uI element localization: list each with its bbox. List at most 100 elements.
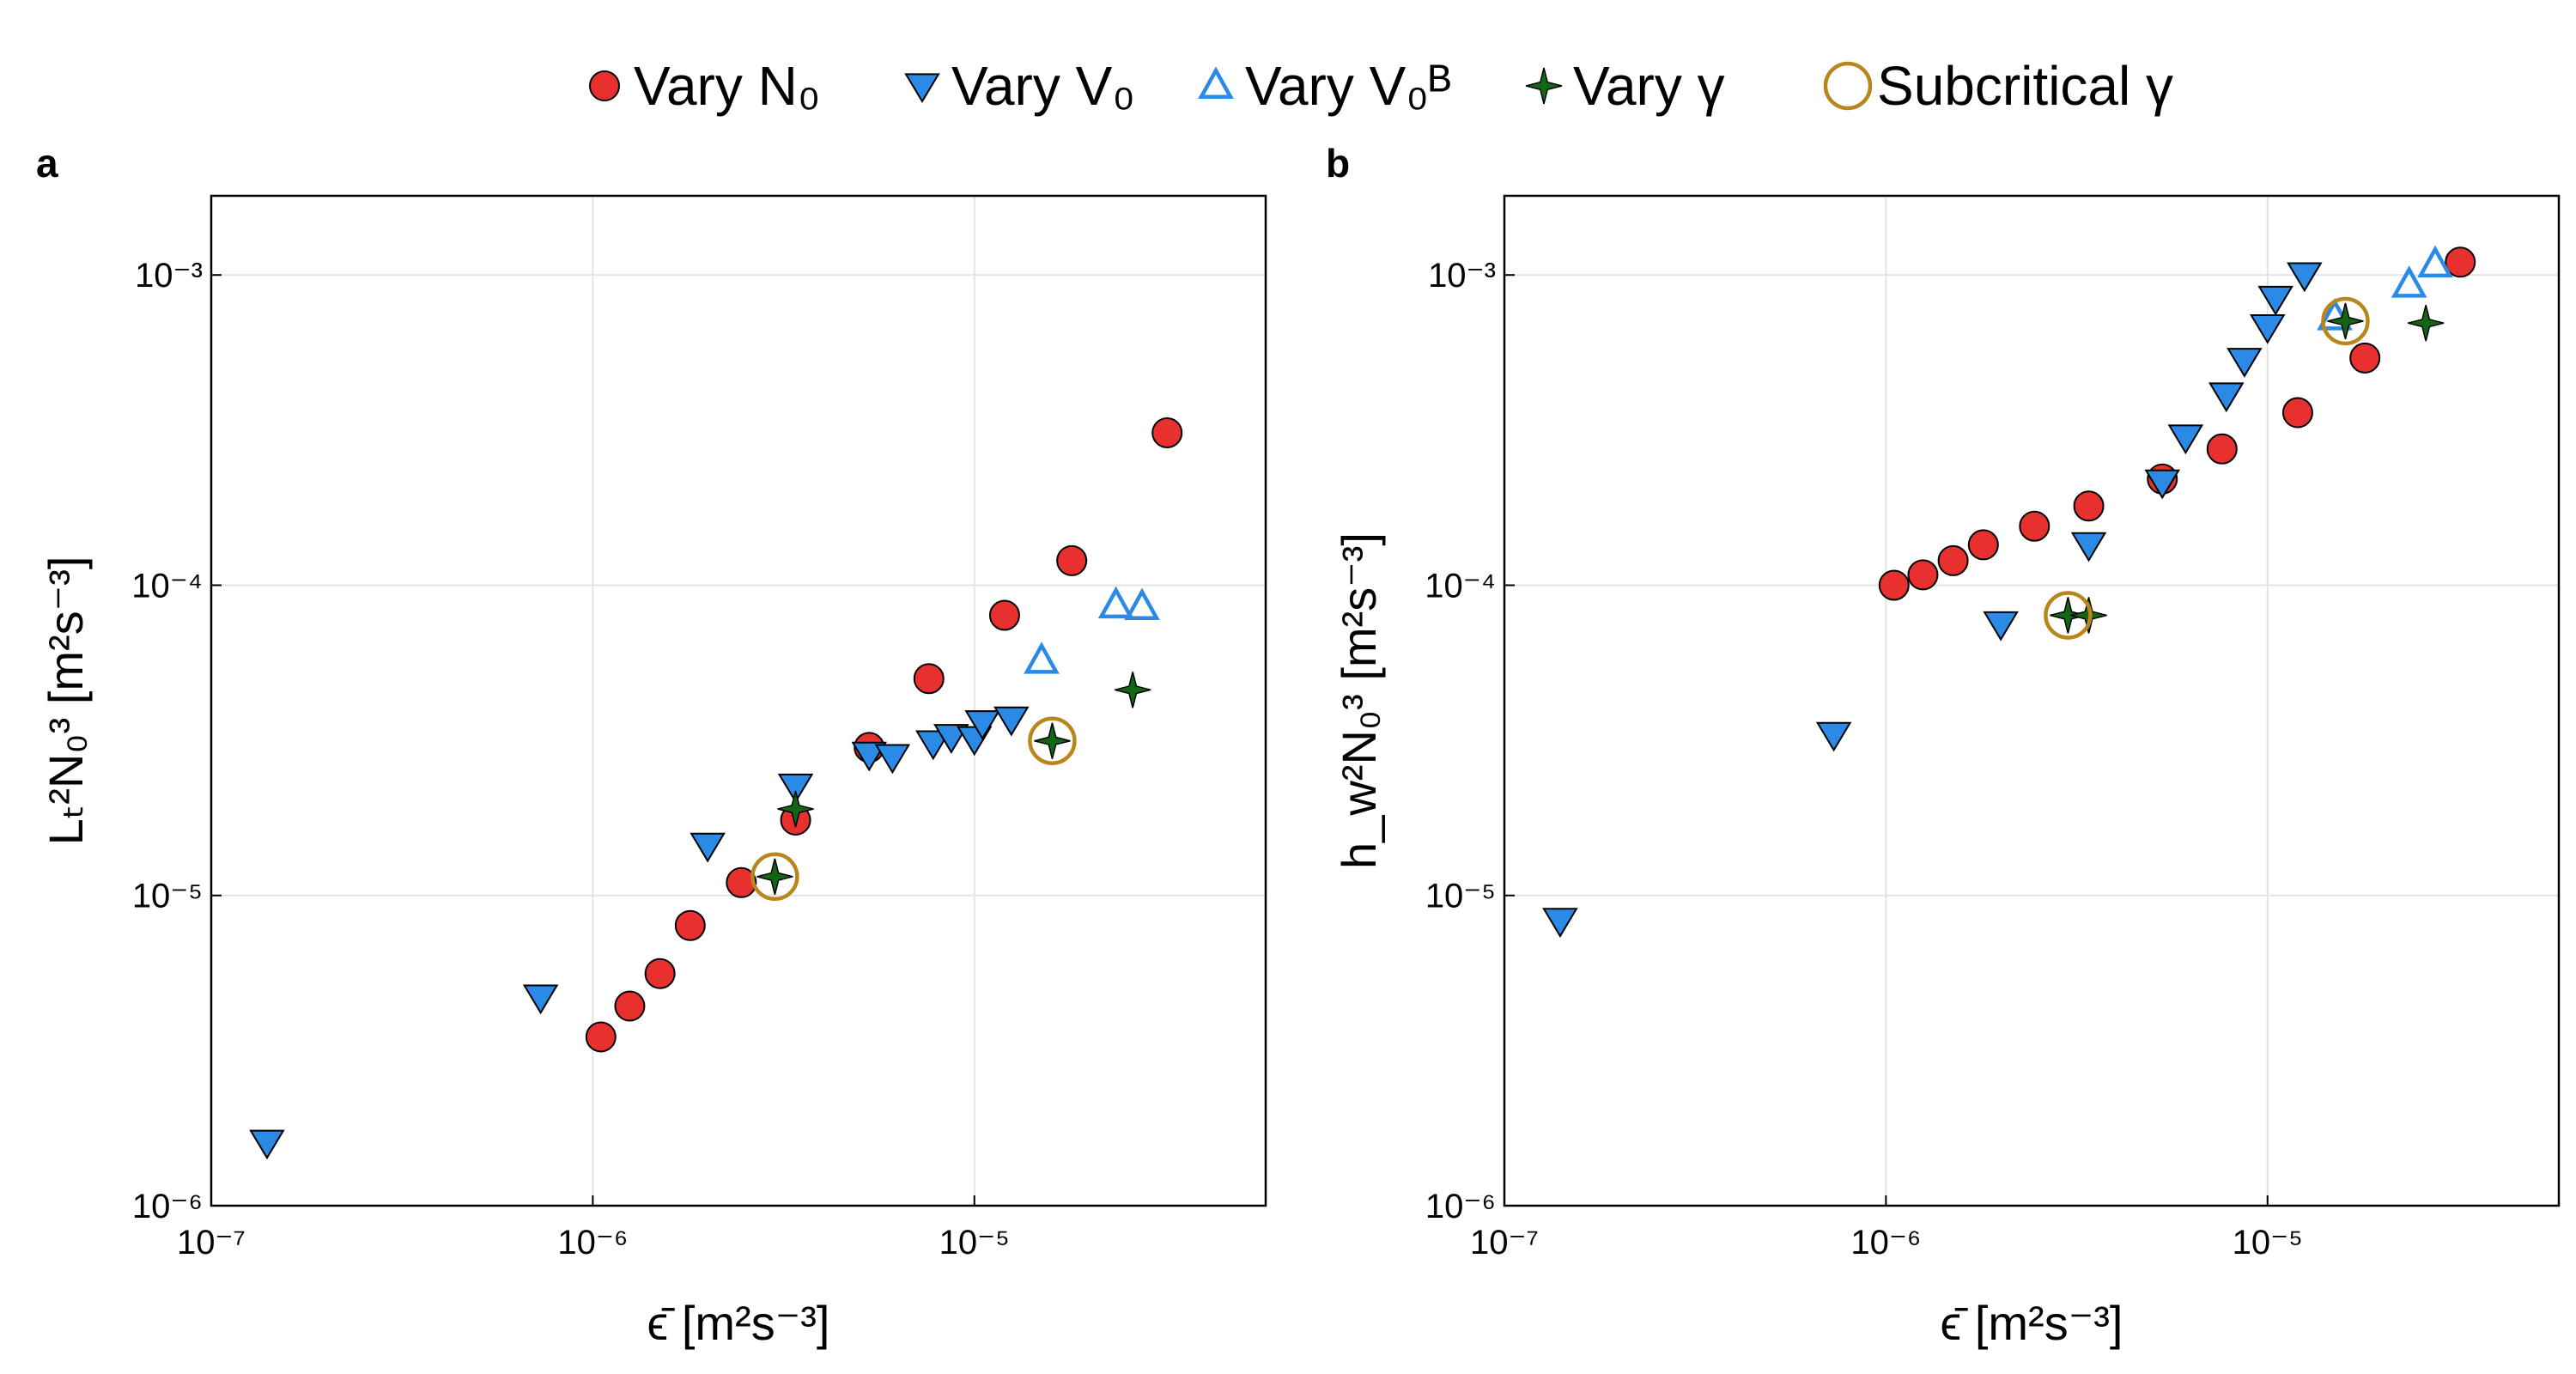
legend-label-vary-V0B: Vary V₀ᴮ bbox=[1245, 55, 1451, 117]
panel-a-y-tick-label: 10⁻⁶ bbox=[132, 1188, 203, 1225]
panel-a-point-vary-V0 bbox=[964, 710, 1000, 740]
panel-b-point-vary-gamma bbox=[2327, 302, 2364, 340]
panel-b-grid bbox=[1504, 196, 2559, 1207]
panel-a-point-vary-V0B bbox=[1024, 641, 1060, 674]
panel-b-point-vary-N0 bbox=[1907, 559, 1939, 591]
panel-a-point-vary-N0 bbox=[1151, 416, 1183, 448]
panel-b-point-vary-N0 bbox=[2019, 510, 2050, 542]
panel-a-point-vary-N0 bbox=[726, 866, 757, 898]
panel-a-point-subcritical bbox=[1028, 716, 1077, 765]
panel-b-point-vary-N0 bbox=[1878, 569, 1910, 601]
panel-b-point-vary-gamma bbox=[2407, 304, 2445, 342]
legend-label-vary-V0: Vary V₀ bbox=[951, 55, 1135, 117]
panel-b-series-vary-N0 bbox=[1878, 246, 2476, 601]
legend-marker-vary-gamma bbox=[1525, 67, 1563, 105]
panel-a-point-vary-N0 bbox=[674, 909, 706, 941]
panel-a-point-vary-V0 bbox=[777, 773, 814, 804]
legend: Vary N₀ Vary V₀ Vary V₀ᴮ Vary γ Subcritical … bbox=[589, 55, 2173, 117]
panel-a-series-subcritical bbox=[750, 716, 1077, 902]
panel-a-point-vary-V0 bbox=[851, 741, 887, 772]
panel-a-point-vary-N0 bbox=[585, 1021, 617, 1053]
panel-b-y-tick-label: 10⁻⁶ bbox=[1425, 1188, 1496, 1225]
panel-a-point-vary-N0 bbox=[1056, 544, 1088, 576]
panel-b-point-vary-V0 bbox=[2208, 382, 2245, 413]
panel-b-x-tick-label: 10⁻⁵ bbox=[2233, 1224, 2303, 1262]
legend-item-vary-V0B: Vary V₀ᴮ bbox=[1198, 55, 1451, 117]
panel-b-point-vary-N0 bbox=[2349, 342, 2381, 374]
panel-b-x-axis-label: ϵ̄ [m²s⁻³] bbox=[1941, 1296, 2123, 1350]
panel-a-point-vary-V0 bbox=[874, 744, 911, 775]
panel-a-point-vary-N0 bbox=[988, 599, 1020, 631]
panel-b-point-vary-N0 bbox=[2445, 246, 2476, 278]
panel-b-point-vary-V0B bbox=[2391, 265, 2427, 298]
legend-item-vary-V0: Vary V₀ bbox=[904, 55, 1135, 117]
panel-b-point-vary-N0 bbox=[1967, 529, 1999, 561]
panel-b-point-vary-V0 bbox=[1542, 908, 1578, 938]
panel-a-point-vary-gamma bbox=[1114, 672, 1151, 708]
panel-b-y-tick-label: 10⁻⁵ bbox=[1425, 878, 1496, 915]
panel-a-y-tick-label: 10⁻⁵ bbox=[132, 878, 203, 915]
panel-a-point-vary-V0 bbox=[522, 984, 559, 1015]
legend-label-vary-gamma: Vary γ bbox=[1573, 55, 1725, 117]
panel-a-ticks: 10⁻⁷ 10⁻⁶ 10⁻⁵10⁻⁶10⁻⁵10⁻⁴10⁻³ bbox=[131, 257, 1010, 1262]
panel-a-marks bbox=[249, 416, 1183, 1160]
panel-b-point-vary-V0B bbox=[2417, 245, 2453, 278]
panel-a-x-tick-label: 10⁻⁶ bbox=[557, 1224, 628, 1262]
panel-a-point-vary-V0 bbox=[915, 730, 951, 761]
panel-b-y-axis-label: h_w²N₀³ [m²s⁻³] bbox=[1332, 532, 1386, 869]
panel-a-point-vary-V0 bbox=[933, 724, 969, 754]
legend-marker-vary-V0B bbox=[1198, 66, 1234, 99]
panel-b-point-vary-V0 bbox=[2257, 285, 2293, 316]
panel-b: b 10⁻⁷ 10⁻⁶ 10⁻⁵10⁻⁶10⁻⁵10⁻⁴10⁻³ ϵ̄ [m²s⁻³… bbox=[1326, 141, 2561, 1350]
panel-b-point-vary-V0 bbox=[2070, 532, 2107, 562]
panel-b-point-vary-N0 bbox=[1937, 544, 1969, 576]
panel-a-point-vary-N0 bbox=[644, 958, 676, 989]
panel-a-point-vary-V0 bbox=[690, 832, 726, 863]
panel-a-y-tick-label: 10⁻⁴ bbox=[131, 567, 203, 605]
panel-a-y-tick-label: 10⁻³ bbox=[135, 257, 203, 295]
legend-item-vary-gamma: Vary γ bbox=[1525, 55, 1725, 117]
panel-a: a 10⁻⁷ 10⁻⁶ 10⁻⁵10⁻⁶10⁻⁵10⁻⁴10⁻³ ϵ̄ [m²s⁻³… bbox=[36, 141, 1267, 1350]
panel-b-point-vary-V0 bbox=[1983, 611, 2019, 641]
legend-marker-vary-V0 bbox=[904, 73, 940, 103]
panel-b-point-vary-V0 bbox=[2287, 262, 2323, 293]
panel-a-x-tick-label: 10⁻⁷ bbox=[177, 1224, 246, 1262]
panel-b-y-tick-label: 10⁻⁴ bbox=[1425, 567, 1496, 605]
panel-a-x-tick-label: 10⁻⁵ bbox=[939, 1224, 1010, 1262]
panel-a-label: a bbox=[36, 141, 58, 185]
panel-a-point-vary-V0B bbox=[1124, 587, 1160, 620]
panel-b-x-tick-label: 10⁻⁶ bbox=[1850, 1224, 1921, 1262]
legend-label-vary-N0: Vary N₀ bbox=[634, 55, 820, 117]
panel-a-series-vary-gamma bbox=[756, 672, 1151, 895]
panel-b-frame bbox=[1503, 194, 2561, 1207]
panel-b-series-vary-V0B bbox=[2317, 245, 2453, 331]
panel-b-y-tick-label: 10⁻³ bbox=[1428, 257, 1496, 295]
panel-a-frame bbox=[210, 194, 1267, 1207]
panel-a-series-vary-N0 bbox=[585, 416, 1183, 1053]
legend-item-subcritical: Subcritical γ bbox=[1823, 55, 2173, 117]
panel-b-series-subcritical bbox=[2044, 296, 2370, 640]
panel-a-x-axis-label: ϵ̄ [m²s⁻³] bbox=[647, 1296, 830, 1350]
panel-b-ticks: 10⁻⁷ 10⁻⁶ 10⁻⁵10⁻⁶10⁻⁵10⁻⁴10⁻³ bbox=[1425, 257, 2303, 1262]
panel-a-point-vary-gamma bbox=[756, 858, 793, 895]
panel-a-y-axis-label: Lₜ²N₀³ [m²s⁻³] bbox=[39, 556, 93, 846]
panel-b-point-vary-V0 bbox=[2144, 469, 2180, 500]
panel-b-point-vary-gamma bbox=[2050, 597, 2087, 634]
panel-a-point-vary-V0 bbox=[249, 1129, 285, 1160]
panel-b-point-subcritical bbox=[2321, 296, 2370, 346]
panel-a-series-vary-V0 bbox=[249, 706, 1030, 1160]
panel-a-grid bbox=[210, 196, 1266, 1207]
panel-b-point-vary-N0 bbox=[2281, 397, 2313, 429]
panel-a-point-vary-N0 bbox=[614, 990, 646, 1022]
legend-item-vary-N0: Vary N₀ bbox=[589, 55, 820, 117]
panel-a-point-vary-V0B bbox=[1097, 586, 1134, 619]
legend-marker-subcritical bbox=[1823, 61, 1873, 111]
panel-a-point-vary-V0 bbox=[993, 706, 1030, 737]
panel-b-point-vary-V0 bbox=[1815, 721, 1852, 752]
panel-b-label: b bbox=[1326, 141, 1350, 185]
panel-b-point-vary-V0 bbox=[2167, 424, 2204, 455]
panel-b-point-vary-N0 bbox=[2073, 490, 2105, 522]
legend-marker-vary-N0 bbox=[589, 70, 620, 101]
panel-b-marks bbox=[1542, 245, 2476, 938]
